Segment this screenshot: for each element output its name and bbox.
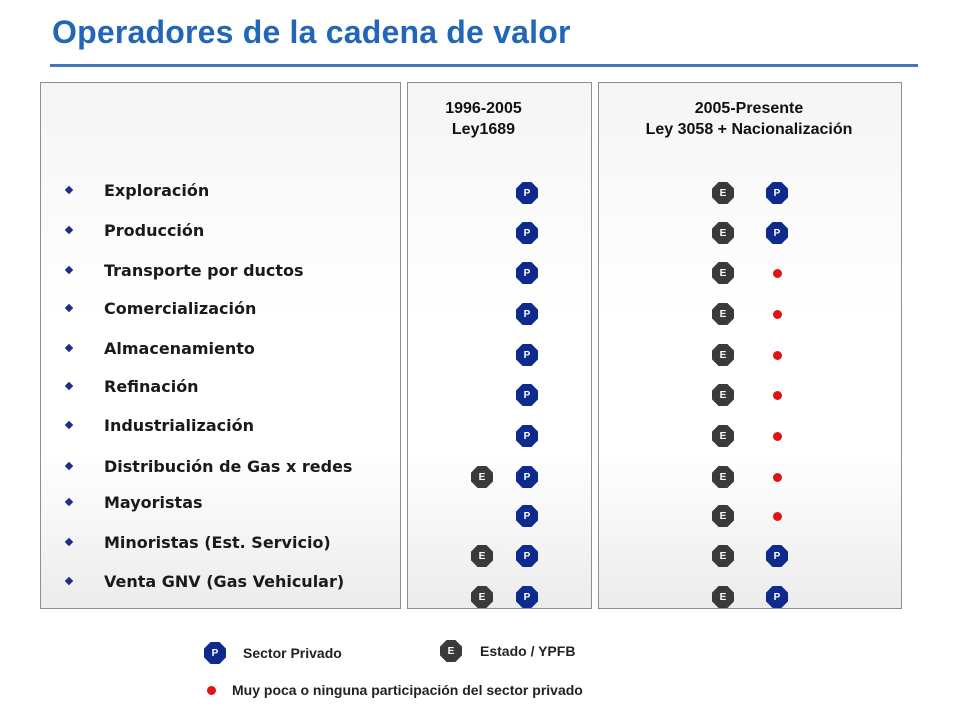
state-ypfb-marker: E [471, 466, 493, 488]
private-sector-marker: P [516, 466, 538, 488]
minimal-private-participation-dot [773, 473, 782, 482]
period-2005-present-years: 2005-Presente [694, 100, 804, 117]
stage-label: Industrialización [104, 416, 254, 435]
private-sector-marker: P [766, 545, 788, 567]
state-ypfb-marker: E [712, 262, 734, 284]
minimal-private-participation-dot [773, 269, 782, 278]
legend-minimal-dot [207, 686, 216, 695]
legend-private-marker: P [204, 642, 226, 664]
stage-label: Mayoristas [104, 493, 203, 512]
state-ypfb-marker: E [712, 466, 734, 488]
private-sector-marker: P [516, 586, 538, 608]
legend-state-marker: E [440, 640, 462, 662]
private-sector-marker: P [766, 182, 788, 204]
state-ypfb-marker: E [712, 303, 734, 325]
value-chain-stages-panel [40, 82, 401, 609]
state-ypfb-marker: E [712, 505, 734, 527]
minimal-private-participation-dot [773, 351, 782, 360]
period-1996-2005-panel [407, 82, 592, 609]
stage-label: Refinación [104, 377, 199, 396]
stage-label: Exploración [104, 181, 210, 200]
state-ypfb-marker: E [471, 586, 493, 608]
state-ypfb-marker: E [712, 384, 734, 406]
legend-private-label: Sector Privado [243, 645, 342, 661]
private-sector-marker: P [516, 222, 538, 244]
stage-label: Transporte por ductos [104, 261, 304, 280]
stage-label: Almacenamiento [104, 339, 255, 358]
legend-minimal-label: Muy poca o ninguna participación del sec… [232, 682, 583, 698]
state-ypfb-marker: E [712, 344, 734, 366]
private-sector-marker: P [766, 222, 788, 244]
period-2005-present-law: Ley 3058 + Nacionalización [645, 121, 853, 138]
stage-label: Producción [104, 221, 205, 240]
state-ypfb-marker: E [712, 222, 734, 244]
minimal-private-participation-dot [773, 391, 782, 400]
page-title: Operadores de la cadena de valor [52, 14, 571, 50]
period-2005-present-panel [598, 82, 902, 609]
private-sector-marker: P [766, 586, 788, 608]
minimal-private-participation-dot [773, 432, 782, 441]
stage-label: Comercialización [104, 299, 257, 318]
stage-label: Venta GNV (Gas Vehicular) [104, 572, 345, 591]
state-ypfb-marker: E [712, 545, 734, 567]
period-2005-present-header: 2005-Presente Ley 3058 + Nacionalización [598, 98, 900, 140]
private-sector-marker: P [516, 425, 538, 447]
private-sector-marker: P [516, 303, 538, 325]
period-1996-2005-header: 1996-2005 Ley1689 [407, 98, 560, 140]
private-sector-marker: P [516, 545, 538, 567]
private-sector-marker: P [516, 384, 538, 406]
state-ypfb-marker: E [712, 425, 734, 447]
minimal-private-participation-dot [773, 512, 782, 521]
legend-state-label: Estado / YPFB [480, 643, 576, 659]
private-sector-marker: P [516, 182, 538, 204]
stage-label: Minoristas (Est. Servicio) [104, 533, 331, 552]
private-sector-marker: P [516, 505, 538, 527]
minimal-private-participation-dot [773, 310, 782, 319]
state-ypfb-marker: E [712, 182, 734, 204]
private-sector-marker: P [516, 262, 538, 284]
period-1996-2005-years: 1996-2005 [445, 100, 522, 117]
title-underline [50, 64, 918, 67]
period-1996-2005-law: Ley1689 [451, 121, 516, 138]
stage-label: Distribución de Gas x redes [104, 457, 353, 476]
state-ypfb-marker: E [712, 586, 734, 608]
private-sector-marker: P [516, 344, 538, 366]
state-ypfb-marker: E [471, 545, 493, 567]
